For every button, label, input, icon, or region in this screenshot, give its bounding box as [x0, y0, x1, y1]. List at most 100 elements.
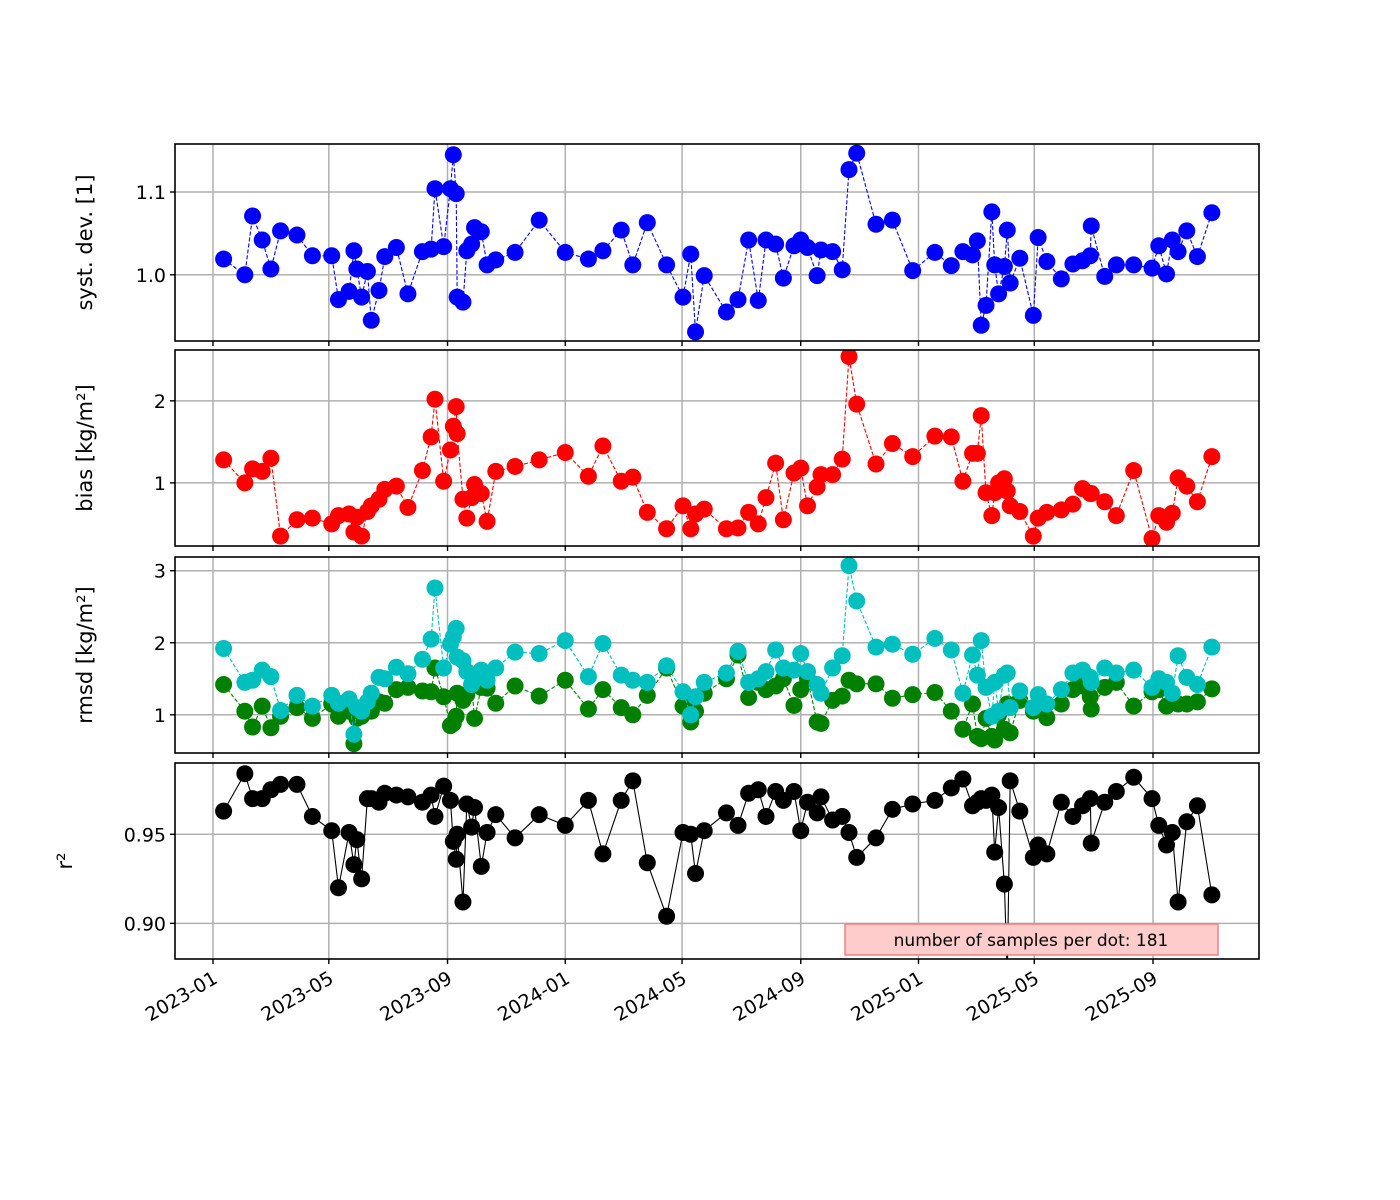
data-point — [448, 825, 466, 843]
data-point — [740, 231, 758, 249]
annotation-box — [844, 923, 1219, 956]
panel-1: 1.0 1.1 syst. dev. [1] — [73, 143, 1260, 346]
data-point — [833, 807, 851, 825]
data-point — [729, 816, 747, 834]
data-point — [1107, 256, 1125, 274]
data-point — [717, 303, 735, 321]
data-point — [674, 288, 692, 306]
data-point — [1052, 270, 1070, 288]
data-point — [972, 632, 990, 650]
data-point — [798, 238, 816, 256]
data-point — [215, 640, 233, 658]
data-point — [345, 725, 363, 743]
data-point — [757, 807, 775, 825]
data-point — [798, 497, 816, 515]
data-point — [968, 666, 986, 684]
data-point — [1024, 699, 1042, 717]
data-point — [376, 248, 394, 266]
axes-frame — [174, 762, 1260, 960]
data-point — [1143, 530, 1161, 546]
y-axis-label: rmsd [kg/m²] — [73, 586, 97, 724]
data-point — [303, 509, 321, 527]
data-point — [236, 702, 254, 720]
data-point — [466, 709, 484, 727]
data-point — [1038, 253, 1056, 271]
data-point — [253, 231, 271, 249]
data-point — [1163, 504, 1181, 522]
data-point — [749, 781, 767, 799]
data-point — [1125, 697, 1143, 715]
data-point — [848, 395, 866, 413]
data-point — [463, 235, 481, 253]
data-point — [215, 451, 233, 469]
data-point — [1143, 790, 1161, 808]
data-point — [441, 791, 459, 809]
data-point — [883, 211, 901, 229]
data-point — [1188, 248, 1206, 266]
data-point — [972, 407, 990, 425]
data-point — [757, 663, 775, 681]
data-point — [682, 245, 700, 263]
data-point — [792, 645, 810, 663]
data-point — [370, 282, 388, 300]
data-point — [1125, 462, 1143, 480]
data-point — [1107, 664, 1125, 682]
data-point — [399, 788, 417, 806]
data-point — [767, 641, 785, 659]
data-point — [687, 688, 705, 706]
data-point — [556, 816, 574, 834]
data-point — [926, 427, 944, 445]
data-point — [426, 579, 444, 597]
y-tick-label: 2 — [154, 633, 166, 655]
data-point — [530, 687, 548, 705]
data-point — [594, 845, 612, 863]
data-point — [767, 235, 785, 253]
data-point — [253, 462, 271, 480]
data-point — [487, 251, 505, 269]
data-point — [695, 673, 713, 691]
series-group — [215, 765, 1221, 959]
series-group — [215, 144, 1221, 341]
data-point — [624, 468, 642, 486]
data-point — [638, 673, 656, 691]
data-point — [472, 485, 490, 503]
data-point — [687, 864, 705, 882]
data-point — [1011, 682, 1029, 700]
data-point — [272, 701, 290, 719]
data-point — [1038, 709, 1056, 727]
data-point — [682, 706, 700, 724]
data-point — [990, 285, 1008, 303]
data-point — [942, 257, 960, 275]
data-point — [942, 641, 960, 659]
data-point — [435, 238, 453, 256]
y-axis-label: r² — [53, 852, 77, 869]
data-point — [506, 457, 524, 475]
data-point — [1011, 802, 1029, 820]
data-point — [594, 437, 612, 455]
data-point — [1188, 797, 1206, 815]
data-point — [1107, 783, 1125, 801]
panel-2: 1 2 bias [kg/m²] — [73, 349, 1260, 551]
data-point — [272, 775, 290, 793]
data-point — [422, 428, 440, 446]
data-point — [757, 489, 775, 507]
data-point — [904, 262, 922, 280]
data-point — [303, 709, 321, 727]
data-point — [399, 678, 417, 696]
data-point — [447, 185, 465, 203]
data-point — [272, 222, 290, 240]
data-point — [323, 822, 341, 840]
axes-frame — [174, 349, 1260, 547]
data-point — [1082, 485, 1100, 503]
data-point — [288, 775, 306, 793]
data-point — [798, 663, 816, 681]
data-point — [904, 645, 922, 663]
data-point — [954, 684, 972, 702]
data-point — [594, 634, 612, 652]
data-point — [323, 247, 341, 265]
data-point — [262, 260, 280, 278]
data-point — [983, 203, 1001, 221]
data-point — [785, 783, 803, 801]
